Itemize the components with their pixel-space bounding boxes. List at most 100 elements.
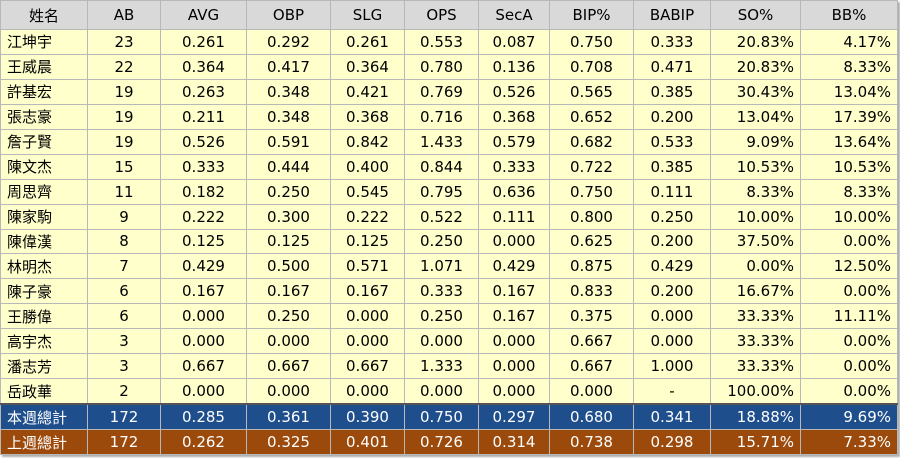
stat-cell: 0.625 [549,228,634,255]
stat-cell: 0.000 [633,328,711,355]
stat-cell: 0.250 [633,203,711,230]
stat-cell: 0.000 [404,328,479,355]
stat-cell: 6 [87,303,161,330]
stat-cell: 0.385 [633,78,711,105]
stat-cell: 0.553 [404,29,479,55]
stat-cell: 15 [87,153,161,180]
total-cell: 0.680 [549,403,634,431]
total-cell: 0.361 [246,403,331,431]
player-name: 高宇杰 [0,328,88,355]
total-cell: 0.726 [404,429,479,455]
stat-cell: 10.53% [710,153,801,180]
stat-cell: 0.526 [160,128,247,155]
stat-cell: 8.33% [800,178,898,205]
header-cell: SLG [330,0,405,30]
player-row: 林明杰 7 0.429 0.500 0.571 1.071 0.429 0.875 0.429 0… [0,253,898,280]
player-name: 許基宏 [0,78,88,105]
header-cell: SecA [478,0,550,30]
stat-cell: 0.000 [330,378,405,405]
stat-cell: 0.429 [160,253,247,280]
header-cell: AVG [160,0,247,30]
stat-cell: 0.200 [633,228,711,255]
stat-cell: 0.844 [404,153,479,180]
stat-cell: 0.429 [633,253,711,280]
stat-cell: 0.250 [404,303,479,330]
player-row: 潘志芳 3 0.667 0.667 0.667 1.333 0.000 0.667 1.000 3… [0,353,898,380]
stat-cell: 0.333 [633,29,711,55]
stat-cell: 0.875 [549,253,634,280]
stat-cell: 33.33% [710,303,801,330]
player-row: 周思齊 11 0.182 0.250 0.545 0.795 0.636 0.750 0.111… [0,178,898,205]
total-row: 本週總計 172 0.285 0.361 0.390 0.750 0.297 0.680 0.3… [0,403,898,431]
stat-cell: 0.000 [160,328,247,355]
stat-cell: 0.000 [404,378,479,405]
stat-cell: 0.300 [246,203,331,230]
stat-cell: 0.00% [800,328,898,355]
stat-cell: 23 [87,29,161,55]
total-label: 上週總計 [0,429,88,455]
stat-cell: 0.833 [549,278,634,305]
total-cell: 0.314 [478,429,550,455]
stat-cell: 0.348 [246,78,331,105]
stat-cell: 0.125 [160,228,247,255]
stat-cell: 8.33% [800,53,898,80]
stat-cell: 0.385 [633,153,711,180]
stat-cell: - [633,378,711,405]
stat-cell: 0.167 [160,278,247,305]
total-cell: 172 [87,403,161,431]
stat-cell: 0.167 [478,303,550,330]
total-cell: 9.69% [800,403,898,431]
stat-cell: 11.11% [800,303,898,330]
stat-cell: 0.000 [246,378,331,405]
stat-cell: 0.000 [549,378,634,405]
stat-cell: 0.000 [330,303,405,330]
stat-cell: 0.667 [160,353,247,380]
total-cell: 18.88% [710,403,801,431]
stat-cell: 33.33% [710,328,801,355]
stat-cell: 0.400 [330,153,405,180]
player-name: 陳偉漢 [0,228,88,255]
stat-cell: 12.50% [800,253,898,280]
stat-cell: 8.33% [710,178,801,205]
stat-cell: 0.261 [330,29,405,55]
player-row: 高宇杰 3 0.000 0.000 0.000 0.000 0.000 0.667 0.000 3… [0,328,898,355]
stat-cell: 0.000 [160,303,247,330]
stat-cell: 0.211 [160,103,247,130]
header-cell: BIP% [549,0,634,30]
total-row: 上週總計 172 0.262 0.325 0.401 0.726 0.314 0.738 0.2… [0,429,898,455]
stat-cell: 0.636 [478,178,550,205]
player-name: 林明杰 [0,253,88,280]
stat-cell: 6 [87,278,161,305]
stat-cell: 13.64% [800,128,898,155]
header-cell: SO% [710,0,801,30]
stat-cell: 0.471 [633,53,711,80]
stat-cell: 0.000 [478,378,550,405]
stat-cell: 17.39% [800,103,898,130]
player-name: 詹子賢 [0,128,88,155]
total-cell: 0.401 [330,429,405,455]
stat-cell: 0.667 [549,353,634,380]
stat-cell: 0.522 [404,203,479,230]
stat-cell: 0.667 [330,353,405,380]
stat-cell: 0.750 [549,29,634,55]
stat-cell: 0.167 [330,278,405,305]
stat-cell: 0.125 [330,228,405,255]
total-cell: 0.297 [478,403,550,431]
stat-cell: 100.00% [710,378,801,405]
stat-cell: 0.000 [478,328,550,355]
player-name: 陳文杰 [0,153,88,180]
stat-cell: 10.00% [710,203,801,230]
stat-cell: 0.333 [404,278,479,305]
stat-cell: 9 [87,203,161,230]
stat-cell: 0.375 [549,303,634,330]
stat-cell: 13.04% [800,78,898,105]
stat-cell: 3 [87,353,161,380]
player-row: 陳文杰 15 0.333 0.444 0.400 0.844 0.333 0.722 0.385… [0,153,898,180]
header-cell: BABIP [633,0,711,30]
player-row: 張志豪 19 0.211 0.348 0.368 0.716 0.368 0.652 0.200… [0,103,898,130]
stat-cell: 0.333 [478,153,550,180]
stat-cell: 0.444 [246,153,331,180]
stat-cell: 19 [87,78,161,105]
stat-cell: 0.222 [160,203,247,230]
stat-cell: 0.667 [246,353,331,380]
